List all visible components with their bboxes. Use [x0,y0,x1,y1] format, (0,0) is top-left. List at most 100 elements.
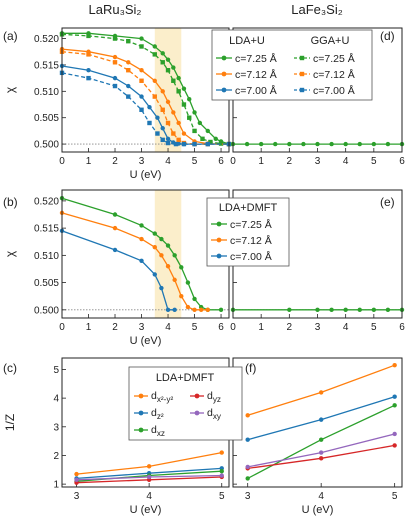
legend-label: c=7.25 Å [313,52,355,65]
data-point [165,57,171,62]
y-tick-label: 0.510 [34,87,59,98]
panel-a: 0 1 2 3 4 5 6 0.500 0.505 0.510 0.515 0.520 U (eV) χ [3,27,232,181]
data-point [385,307,391,313]
data-point [200,136,205,142]
legend-label: dyz [207,390,221,404]
data-point [392,394,397,399]
y-tick-label: 0.515 [34,224,59,235]
legend-label: dxz [151,424,165,438]
legend-c: LDA+DMFT dx²-y² dyz dz² dxy dxz [128,366,243,441]
data-point [112,247,118,253]
data-point [112,36,118,41]
data-point [392,443,397,448]
x-tick-label: 0 [59,322,65,333]
data-point [171,131,176,136]
data-point [315,141,320,147]
data-point [219,469,224,474]
x-tick-label: 4 [343,156,349,167]
x-axis-label: U (eV) [302,504,334,516]
series-line [61,51,229,145]
data-point [152,94,157,99]
data-point [139,78,144,83]
data-point [213,136,218,142]
data-point [155,131,160,136]
y-tick-label: 2 [53,451,59,462]
title-right: LaFe₃Si₂ [291,2,343,17]
data-point [147,120,152,126]
x-tick-label: 6 [218,156,224,167]
data-point [287,307,292,313]
legend-c-box [128,366,243,441]
data-point [165,120,171,126]
legend-marker [138,427,144,433]
data-point [146,474,152,480]
data-point [205,307,210,313]
x-tick-label: 3 [139,322,145,333]
legend-label: dx²-y² [151,390,173,404]
data-point [126,60,131,65]
data-point [171,65,176,70]
legend-gga-head: GGA+U [311,35,350,47]
legend-marker [194,410,200,416]
data-point [245,437,250,442]
data-point [172,277,177,283]
series-line [61,72,229,145]
data-point [159,253,164,258]
data-point [192,128,197,134]
data-point [171,110,176,115]
data-point [219,473,224,478]
x-axis-label: U (eV) [130,504,162,516]
data-point [139,68,144,73]
data-point [385,141,391,147]
legend-label: c=7.00 Å [230,250,272,263]
legend-be: LDA+DMFT c=7.25 Å c=7.12 Å c=7.00 Å [206,197,290,267]
data-point [139,258,144,264]
x-tick-label: 3 [74,491,80,502]
data-point [181,131,187,136]
data-point [171,78,176,83]
panel-letter-e: (e) [380,195,395,209]
axes-frame [232,357,403,488]
data-point [139,107,144,112]
data-point [371,307,377,313]
data-point [197,120,203,126]
data-point [329,307,334,313]
x-tick-label: 5 [219,491,225,502]
data-point [112,54,118,60]
legend-ab-box [211,29,373,101]
data-point [126,38,131,44]
x-tick-label: 6 [399,156,405,167]
x-tick-label: 2 [112,156,118,167]
data-point [205,128,210,134]
legend-marker [194,393,200,399]
x-tick-label: 4 [343,322,349,333]
x-tick-label: 5 [192,322,198,333]
data-point [218,141,224,146]
data-point [74,471,79,477]
data-point [160,89,165,94]
series-line [76,451,222,475]
legend-marker [299,87,305,93]
x-tick-label: 2 [112,322,118,333]
x-tick-label: 3 [139,156,145,167]
title-left: LaRu₃Si₂ [89,2,142,17]
panel-letter-f: (f) [245,361,256,375]
y-tick-label: 0.510 [34,251,59,262]
data-point [172,253,177,258]
x-axis-label: U (eV) [130,169,162,181]
axes-frame [61,27,230,153]
data-point [192,296,197,302]
panel-f: 3 4 5 U (eV) [232,357,403,516]
data-point [198,307,204,313]
data-point [165,99,171,105]
data-point [357,141,362,147]
panel-c: 3 4 5 1 2 3 4 5 U (eV) 1/Z [3,357,230,516]
y-tick-label: 5 [53,365,59,376]
panel-d: 0 1 2 3 4 5 6 [230,27,405,167]
legend-marker [221,55,227,61]
data-point [208,139,213,145]
legend-marker [221,87,227,93]
data-point [165,243,171,248]
legend-label: c=7.12 Å [313,68,355,81]
legend-marker [138,393,144,399]
